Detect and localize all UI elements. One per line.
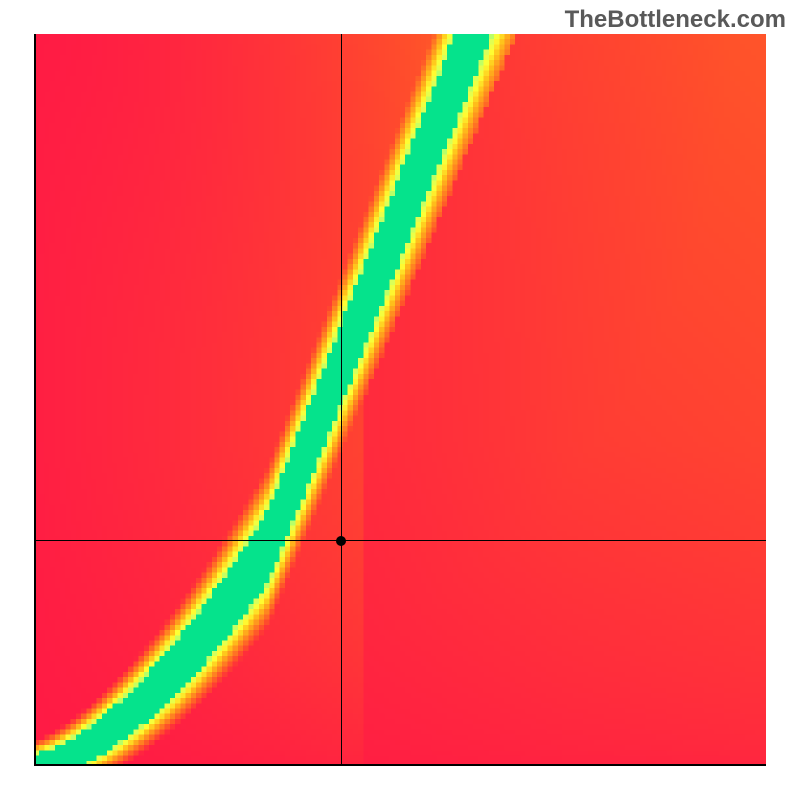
chart-container: TheBottleneck.com [0, 0, 800, 800]
heatmap-canvas [34, 34, 766, 766]
watermark-text: TheBottleneck.com [565, 6, 786, 34]
